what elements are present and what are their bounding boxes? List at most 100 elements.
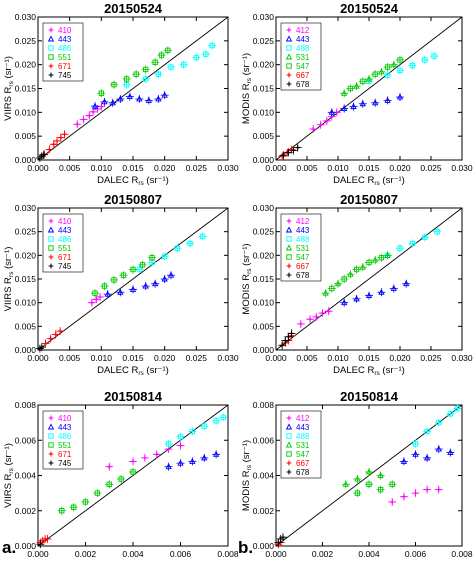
y-tick-label: 0.008 [253,400,275,410]
y-tick-label: 0.000 [253,345,275,355]
data-point [353,266,360,273]
legend-marker [285,226,293,233]
legend-marker [285,441,293,448]
data-point [161,275,168,282]
x-tick-label: 0.025 [420,163,442,173]
x-tick-label: 0.005 [59,353,81,363]
legend-marker [286,72,292,78]
data-point [95,106,100,112]
chart-panel-2: 20150524 0.000 0.005 0.010 0.015 0.020 0.025 0.… [241,1,473,187]
series-745 [36,540,45,549]
legend-label: 443 [58,423,72,432]
y-tick-label: 0.025 [253,36,275,46]
x-tick-label: 0.015 [358,353,380,363]
legend-label: 412 [296,26,310,35]
data-point [328,108,335,115]
data-point [91,102,99,109]
data-point [434,229,440,235]
one-to-one-line [37,207,229,351]
series-410 [87,292,105,307]
y-tick-label: 0.025 [15,227,37,237]
data-point [359,263,366,270]
y-tick-label: 0.000 [15,541,37,551]
data-point [109,99,116,106]
series-412 [309,108,341,134]
y-tick-label: 0.020 [253,60,275,70]
data-point [165,463,172,470]
data-point [289,331,294,336]
legend-label: 547 [296,62,310,71]
data-point [174,245,180,251]
data-point [106,481,112,487]
x-tick-label: 0.020 [154,353,176,363]
x-tick-label: 0.015 [122,353,144,363]
legend-label: 678 [296,271,310,280]
series-410 [105,441,185,471]
legend-marker [286,469,292,475]
data-point [275,540,281,545]
y-tick-label: 0.015 [253,84,275,94]
x-tick-label: 0.030 [451,163,473,173]
data-point [329,285,335,292]
data-point [120,272,127,278]
series-412 [388,485,443,506]
data-point [403,280,410,287]
data-point [53,331,59,337]
y-tick-label: 0.000 [15,155,37,165]
x-tick-label: 0.002 [75,549,97,559]
legend-marker [286,63,292,69]
y-tick-label: 0.015 [15,84,37,94]
y-tick-label: 0.020 [15,60,37,70]
legend-label: 486 [58,432,72,441]
legend-label: 486 [58,44,72,53]
data-point [372,71,378,77]
data-point [447,449,454,456]
y-tick-label: 0.006 [15,435,37,445]
legend-label: 443 [296,226,310,235]
data-point [126,93,133,100]
y-tick-label: 0.020 [15,250,37,260]
data-point [167,271,175,278]
legend-marker [48,72,54,78]
data-point [145,96,152,103]
data-point [281,152,286,158]
x-tick-label: 0.005 [296,163,318,173]
data-point [423,454,431,461]
data-point [372,99,379,106]
series-678 [279,143,302,160]
data-point [187,240,193,247]
data-point [365,291,373,299]
data-point [57,328,63,334]
y-tick-label: 0.010 [15,107,37,117]
series-531 [341,467,385,489]
data-point [200,233,206,240]
series-410 [73,102,106,129]
data-point [436,419,442,426]
y-tick-label: 0.025 [253,227,275,237]
x-tick-label: 0.008 [451,549,473,559]
data-point [111,82,117,88]
data-point [130,469,136,475]
legend-marker [48,54,54,60]
data-point [389,481,395,487]
legend-label: 667 [296,71,310,80]
x-axis-label: DALEC Rrs (sr⁻¹) [333,175,405,187]
data-point [409,62,416,69]
data-point [397,57,403,63]
legend-marker [48,63,54,69]
legend-label: 410 [58,414,72,423]
legend-marker [48,218,54,224]
data-point [286,149,291,155]
x-tick-label: 0.005 [296,353,318,363]
data-point [424,487,430,492]
x-tick-label: 0.000 [265,549,287,559]
legend-label: 671 [58,450,72,459]
y-axis-label: MODIS Rrs (sr⁻¹) [241,53,253,124]
legend-label: 443 [58,35,72,44]
data-point [193,54,199,61]
data-point [412,441,419,447]
data-point [320,310,325,316]
legend-marker [48,263,54,269]
